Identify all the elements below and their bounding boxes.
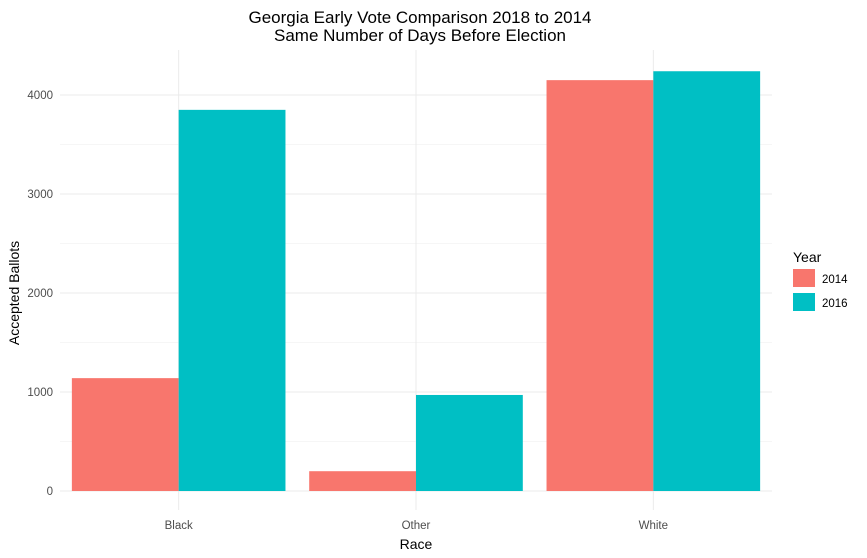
x-axis-title: Race — [400, 536, 433, 552]
y-tick-label: 4000 — [27, 90, 53, 102]
chart-title: Georgia Early Vote Comparison 2018 to 20… — [248, 8, 591, 27]
y-axis-title: Accepted Ballots — [6, 241, 22, 345]
x-tick-label-black: Black — [165, 520, 193, 532]
bar-black-2014 — [71, 378, 179, 491]
bars — [71, 71, 761, 492]
y-tick-label: 1000 — [27, 387, 53, 399]
y-axis-ticks: 0 1000 2000 3000 4000 — [27, 90, 53, 498]
y-tick-label: 3000 — [27, 189, 53, 201]
legend-key-2016 — [793, 293, 815, 311]
legend-items: 2014 2016 — [793, 269, 848, 311]
legend-label-2014: 2014 — [822, 274, 848, 286]
x-tick-label-white: White — [639, 520, 668, 532]
bar-other-2016 — [416, 394, 523, 491]
chart-subtitle: Same Number of Days Before Election — [274, 26, 566, 45]
bar-black-2016 — [178, 109, 286, 491]
y-tick-label: 0 — [47, 486, 53, 498]
y-tick-label: 2000 — [27, 288, 53, 300]
x-tick-label-other: Other — [402, 520, 431, 532]
x-axis-ticks: Black Other White — [165, 520, 668, 532]
legend-title: Year — [793, 249, 822, 265]
bar-white-2014 — [546, 80, 654, 492]
bar-other-2014 — [309, 471, 416, 491]
bar-white-2016 — [653, 71, 761, 492]
legend-label-2016: 2016 — [822, 298, 848, 310]
legend-key-2014 — [793, 269, 815, 287]
legend: Year 2014 2016 — [793, 249, 848, 311]
